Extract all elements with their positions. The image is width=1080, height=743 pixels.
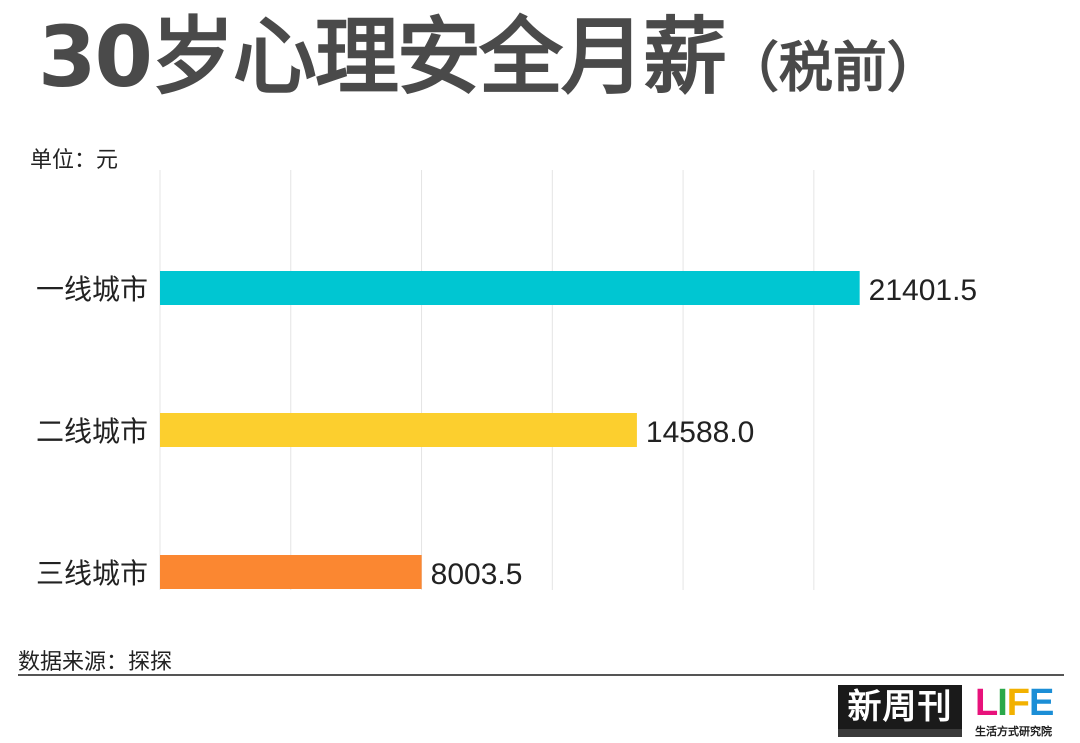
life-logo-tagline: 生活方式研究院 — [975, 725, 1052, 738]
value-label: 14588.0 — [646, 416, 754, 449]
life-logo-word: LIFE — [975, 684, 1065, 722]
source-label: 数据来源：探探 — [18, 650, 173, 675]
logo-strip — [838, 729, 962, 737]
bar — [160, 271, 860, 305]
bar — [160, 555, 422, 589]
title-suffix: （税前） — [724, 36, 941, 99]
category-label: 一线城市 — [36, 273, 148, 306]
title-main: 30岁心理安全月薪 — [38, 8, 727, 106]
life-letter-f: F — [1006, 682, 1030, 724]
value-label: 8003.5 — [431, 558, 523, 591]
life-letter-l: L — [975, 682, 998, 724]
bar — [160, 413, 637, 447]
category-label: 三线城市 — [36, 557, 148, 590]
xinzhoukan-logo: 新周刊 — [838, 685, 962, 737]
life-logo: LIFE 生活方式研究院 — [975, 684, 1065, 740]
life-letter-e: E — [1029, 682, 1054, 724]
page-title: 30岁心理安全月薪（税前） — [38, 2, 941, 123]
value-label: 21401.5 — [869, 274, 977, 307]
life-letter-i: I — [997, 682, 1008, 724]
footer-divider — [18, 674, 1064, 676]
unit-label: 单位：元 — [30, 148, 119, 173]
xinzhoukan-logo-text: 新周刊 — [847, 687, 953, 727]
category-label: 二线城市 — [36, 415, 148, 448]
